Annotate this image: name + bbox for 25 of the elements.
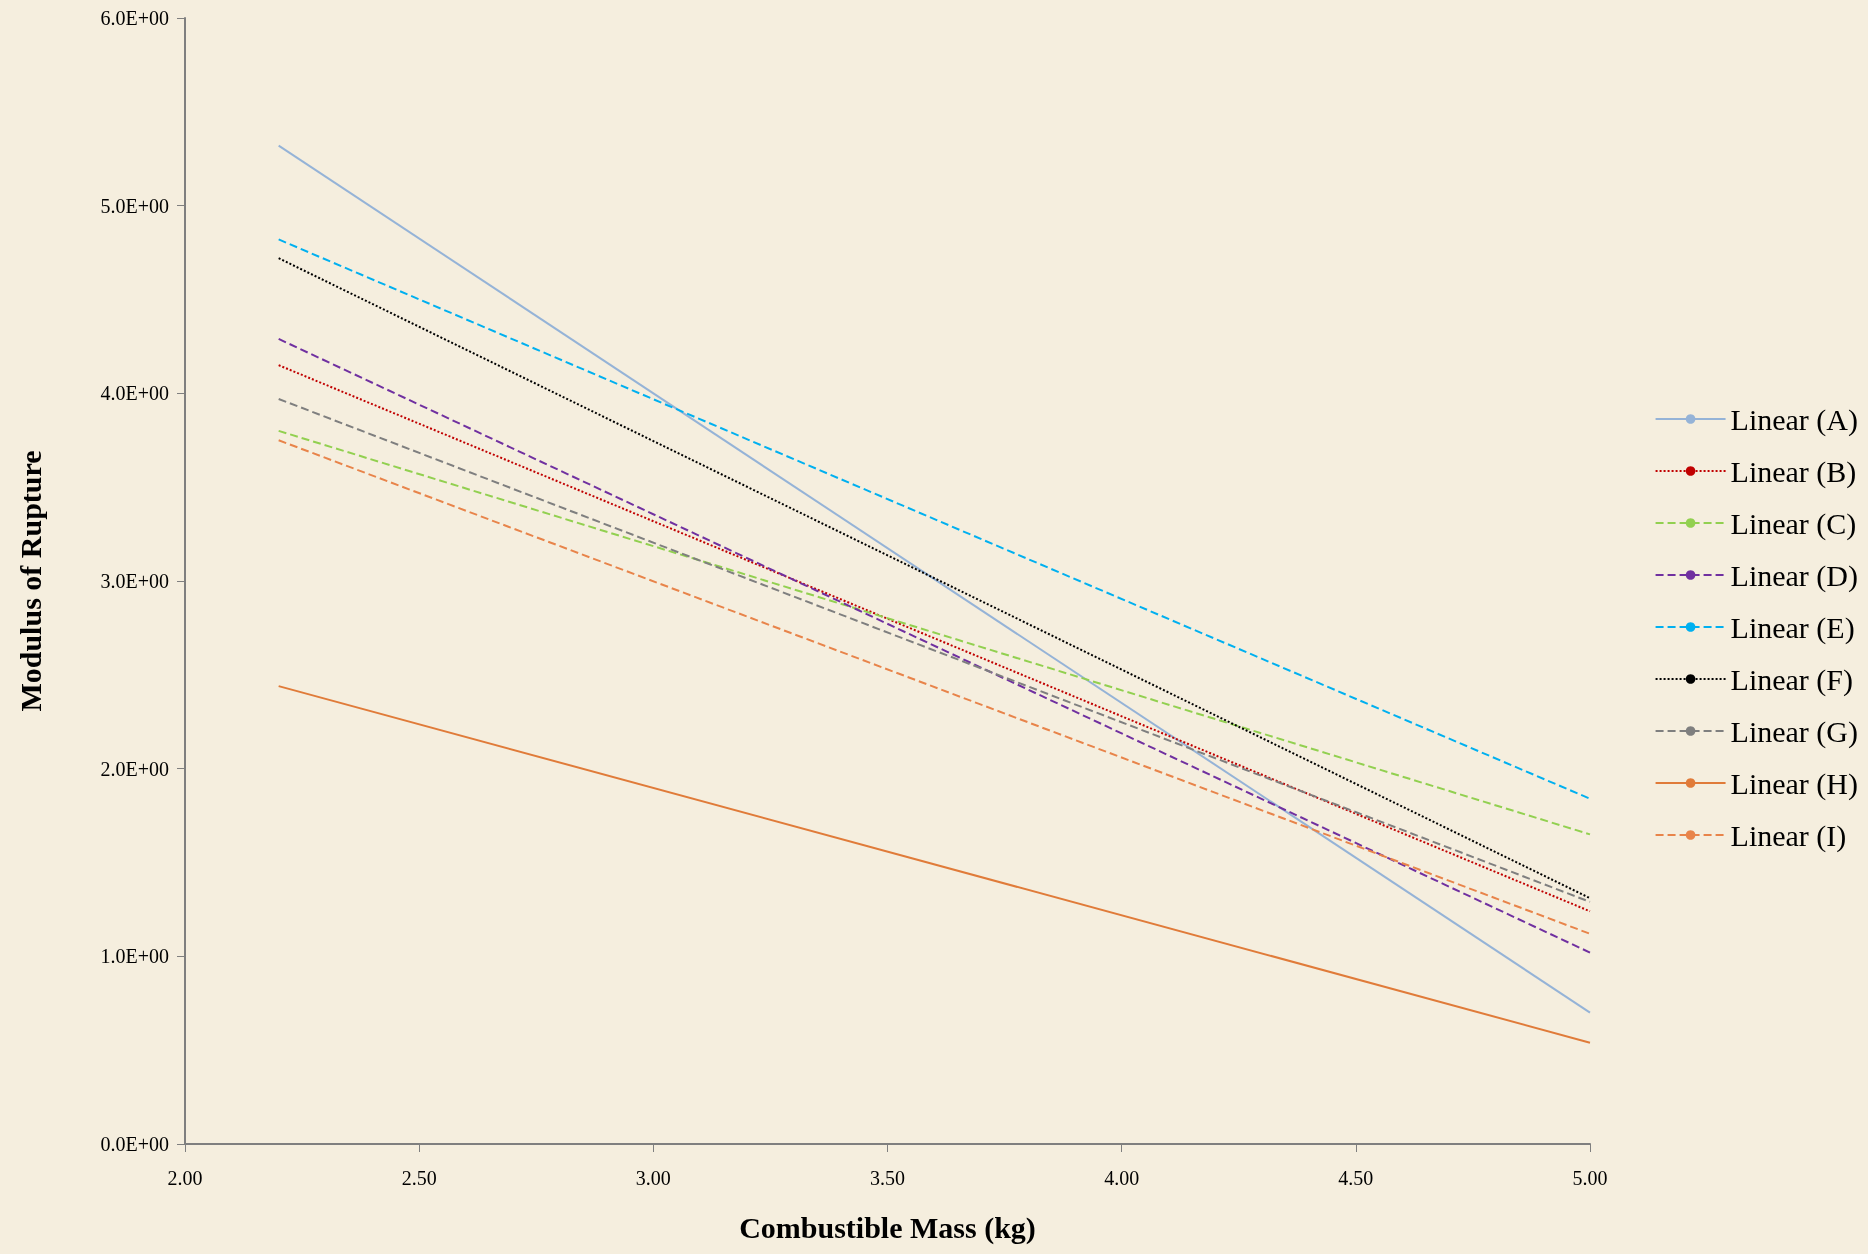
- legend-label: Linear (E): [1730, 610, 1855, 645]
- legend-label: Linear (D): [1730, 558, 1859, 593]
- y-tick-label: 3.0E+00: [100, 570, 169, 592]
- x-tick-label: 4.50: [1338, 1167, 1374, 1189]
- legend-label: Linear (A): [1730, 402, 1859, 437]
- legend-label: Linear (F): [1730, 662, 1854, 697]
- y-tick-label: 4.0E+00: [100, 382, 169, 405]
- x-axis-title: Combustible Mass (kg): [739, 1210, 1036, 1245]
- y-tick-label: 2.0E+00: [100, 757, 169, 780]
- y-tick-label: 6.0E+00: [100, 7, 169, 29]
- legend-label: Linear (I): [1730, 818, 1847, 853]
- y-tick-label: 0.0E+00: [100, 1133, 169, 1155]
- x-tick-label: 2.50: [401, 1167, 437, 1189]
- legend-label: Linear (H): [1730, 766, 1859, 801]
- x-tick-label: 5.00: [1572, 1167, 1608, 1189]
- legend-label: Linear (G): [1730, 714, 1859, 749]
- x-tick-label: 3.00: [635, 1167, 671, 1189]
- x-tick-label: 4.00: [1104, 1167, 1140, 1189]
- y-tick-label: 5.0E+00: [100, 194, 169, 217]
- legend-label: Linear (C): [1730, 506, 1857, 541]
- legend-label: Linear (B): [1730, 454, 1857, 489]
- x-tick-label: 2.00: [167, 1167, 203, 1189]
- x-tick-label: 3.50: [870, 1167, 905, 1189]
- y-axis-title: Modulus of Rupture: [13, 450, 47, 712]
- y-tick-label: 1.0E+00: [100, 945, 169, 968]
